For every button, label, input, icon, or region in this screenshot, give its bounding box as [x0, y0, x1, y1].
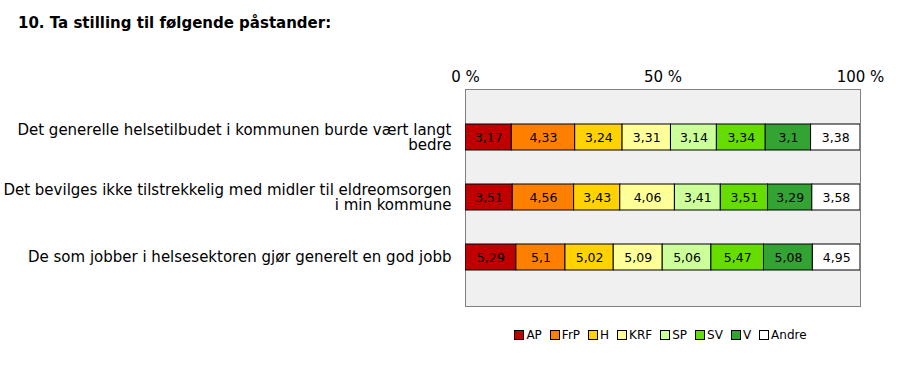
- svg-text:4,33: 4,33: [530, 130, 558, 145]
- svg-text:3,29: 3,29: [776, 190, 804, 205]
- html-text:FrP: FrP: [561, 328, 581, 342]
- svg-text:5,09: 5,09: [624, 250, 652, 265]
- svg-text:50 %: 50 %: [644, 68, 682, 86]
- svg-text:0 %: 0 %: [451, 68, 480, 86]
- html-text:KRF: KRF: [629, 328, 653, 342]
- html-text:10. Ta stilling til følgende p: 10. Ta stilling til følgende påstander:: [18, 14, 332, 32]
- svg-text:4,06: 4,06: [634, 190, 662, 205]
- svg-text:3,17: 3,17: [475, 130, 503, 145]
- svg-text:5,06: 5,06: [673, 250, 701, 265]
- svg-text:3,58: 3,58: [822, 190, 850, 205]
- html-text:V: V: [742, 328, 752, 342]
- svg-text:3,51: 3,51: [731, 190, 759, 205]
- svg-text:5,08: 5,08: [775, 250, 803, 265]
- svg-text:Det bevilges ikke tilstrekkeli: Det bevilges ikke tilstrekkelig med midl…: [3, 181, 451, 214]
- svg-text:3,14: 3,14: [680, 130, 708, 145]
- svg-text:3,38: 3,38: [822, 130, 850, 145]
- svg-text:4,95: 4,95: [823, 250, 851, 265]
- svg-text:3,24: 3,24: [585, 130, 613, 145]
- html-text:SV: SV: [707, 328, 723, 342]
- svg-text:5,29: 5,29: [477, 250, 505, 265]
- svg-text:3,41: 3,41: [684, 190, 712, 205]
- svg-text:5,02: 5,02: [576, 250, 604, 265]
- svg-text:100 %: 100 %: [837, 68, 885, 86]
- svg-text:3,31: 3,31: [633, 130, 661, 145]
- html-text:H: H: [600, 328, 610, 342]
- html-text:AP: AP: [526, 328, 542, 342]
- svg-text:3,43: 3,43: [583, 190, 611, 205]
- svg-text:5,1: 5,1: [531, 250, 551, 265]
- svg-text:Det generelle helsetilbudet i: Det generelle helsetilbudet i kommunen b…: [17, 121, 451, 154]
- svg-text:3,51: 3,51: [475, 190, 503, 205]
- html-text:Andre: Andre: [771, 328, 807, 342]
- html-text:SP: SP: [672, 328, 688, 342]
- svg-text:De som jobber i helsesektoren: De som jobber i helsesektoren gjør gener…: [28, 248, 452, 266]
- svg-text:3,1: 3,1: [778, 130, 798, 145]
- svg-text:3,34: 3,34: [727, 130, 755, 145]
- svg-text:5,47: 5,47: [724, 250, 752, 265]
- svg-text:4,56: 4,56: [530, 190, 558, 205]
